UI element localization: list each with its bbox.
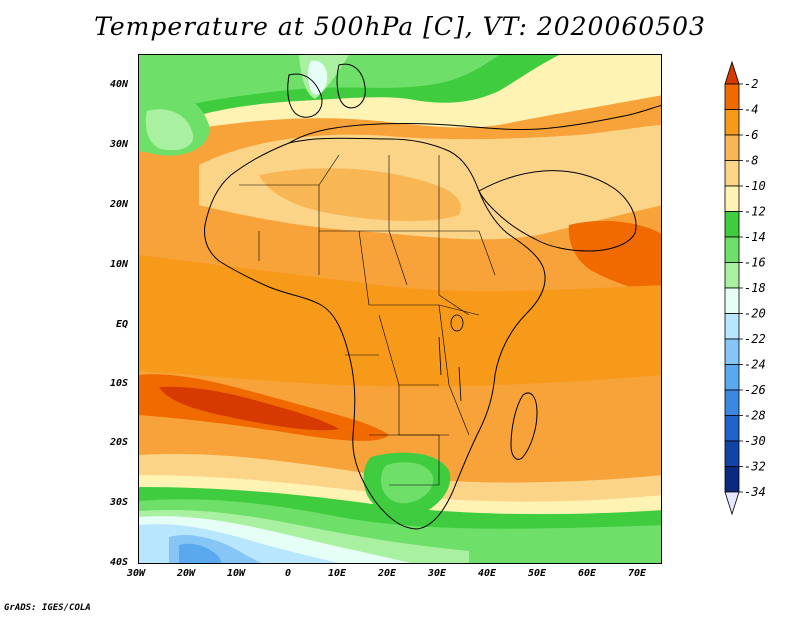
italy-coastline xyxy=(336,63,366,109)
colorbar-label: -24 xyxy=(744,358,766,372)
lon-label: 70E xyxy=(628,568,647,579)
lon-label: 20W xyxy=(177,568,196,579)
lon-label: 50E xyxy=(528,568,547,579)
country-borders xyxy=(239,154,496,486)
madagascar-coastline xyxy=(510,392,538,460)
colorbar-label: -20 xyxy=(744,307,766,321)
footer-credit: GrADS: IGES/COLA xyxy=(4,603,91,613)
colorbar-label: -16 xyxy=(744,256,766,270)
field-equatorial-minus6 xyxy=(139,255,661,387)
colorbar-label: -10 xyxy=(744,179,766,193)
lat-label: 40S xyxy=(110,557,129,568)
africa-coastline xyxy=(204,137,546,530)
arabia-coastline xyxy=(478,170,637,252)
colorbar-label: -26 xyxy=(744,383,766,397)
lat-label: 10S xyxy=(110,378,129,389)
lake-tanganyika xyxy=(438,336,442,376)
lat-label: 20S xyxy=(110,437,129,448)
lat-label: 30N xyxy=(110,139,129,150)
lon-label: 60E xyxy=(578,568,597,579)
colorbar: -2 -4 -6 -8 -10 -12 -14 -16 -18 -20 -22 -24 -26 -28 -3… xyxy=(700,60,790,560)
field-sahara-minus8 xyxy=(259,168,461,222)
lon-label: 0 xyxy=(285,568,292,579)
field-southatlantic-minus2 xyxy=(159,386,339,431)
colorbar-swatch xyxy=(724,83,740,110)
lat-label: 20N xyxy=(110,199,129,210)
coastlines xyxy=(204,63,661,530)
colorbar-swatch xyxy=(724,109,740,136)
colorbar-swatch xyxy=(724,211,740,238)
lon-label: 10E xyxy=(328,568,347,579)
colorbar-swatch xyxy=(724,466,740,493)
colorbar-label: -34 xyxy=(744,485,766,499)
lat-label: 40N xyxy=(110,79,129,90)
colorbar-label: -8 xyxy=(744,154,758,168)
field-north-minus20 xyxy=(308,60,328,95)
lakes xyxy=(438,314,464,402)
colorbar-label: -6 xyxy=(744,128,758,142)
temperature-map xyxy=(138,54,662,564)
colorbar-swatch xyxy=(724,134,740,161)
field-band-minus26 xyxy=(179,543,222,563)
colorbar-svg: -2 -4 -6 -8 -10 -12 -14 -16 -18 -20 -22 -24 -26 -28 -3… xyxy=(724,60,766,516)
colorbar-swatch xyxy=(724,287,740,314)
lon-label: 30E xyxy=(428,568,447,579)
colorbar-swatch xyxy=(724,262,740,289)
colorbar-swatch xyxy=(724,389,740,416)
colorbar-label: -14 xyxy=(744,230,766,244)
field-sahara-minus10 xyxy=(199,125,661,240)
lon-label: 10W xyxy=(227,568,246,579)
colorbar-label: -4 xyxy=(744,103,758,117)
lat-label: 10N xyxy=(110,259,129,270)
lon-label: 20E xyxy=(378,568,397,579)
colorbar-swatch xyxy=(724,160,740,187)
colorbar-label: -30 xyxy=(744,434,766,448)
colorbar-swatch xyxy=(724,338,740,365)
colorbar-label: -18 xyxy=(744,281,766,295)
lat-label: EQ xyxy=(116,319,129,330)
colorbar-swatch xyxy=(724,440,740,467)
map-canvas xyxy=(139,55,661,563)
colorbar-swatch xyxy=(724,313,740,340)
lake-malawi xyxy=(458,366,462,402)
field-southafrica-minus16 xyxy=(381,462,434,504)
iberia-coastline xyxy=(287,73,323,118)
colorbar-swatch xyxy=(724,415,740,442)
colorbar-swatch xyxy=(724,236,740,263)
lake-victoria xyxy=(450,314,464,332)
lon-label: 30W xyxy=(127,568,146,579)
field-atlantic-cooler xyxy=(145,109,194,151)
colorbar-label: -2 xyxy=(744,77,758,91)
mediterranean-coastline xyxy=(288,105,661,144)
lon-label: 40E xyxy=(478,568,497,579)
colorbar-label: -32 xyxy=(744,460,766,474)
field-indian-minus4 xyxy=(568,220,661,295)
lat-label: 30S xyxy=(110,497,129,508)
colorbar-label: -28 xyxy=(744,409,766,423)
colorbar-top-arrow xyxy=(724,60,740,85)
colorbar-swatch xyxy=(724,364,740,391)
colorbar-bottom-arrow xyxy=(724,491,740,516)
colorbar-label: -22 xyxy=(744,332,766,346)
map-title: Temperature at 500hPa [C], VT: 202006050… xyxy=(94,12,706,41)
colorbar-label: -12 xyxy=(744,205,766,219)
colorbar-swatch xyxy=(724,185,740,212)
